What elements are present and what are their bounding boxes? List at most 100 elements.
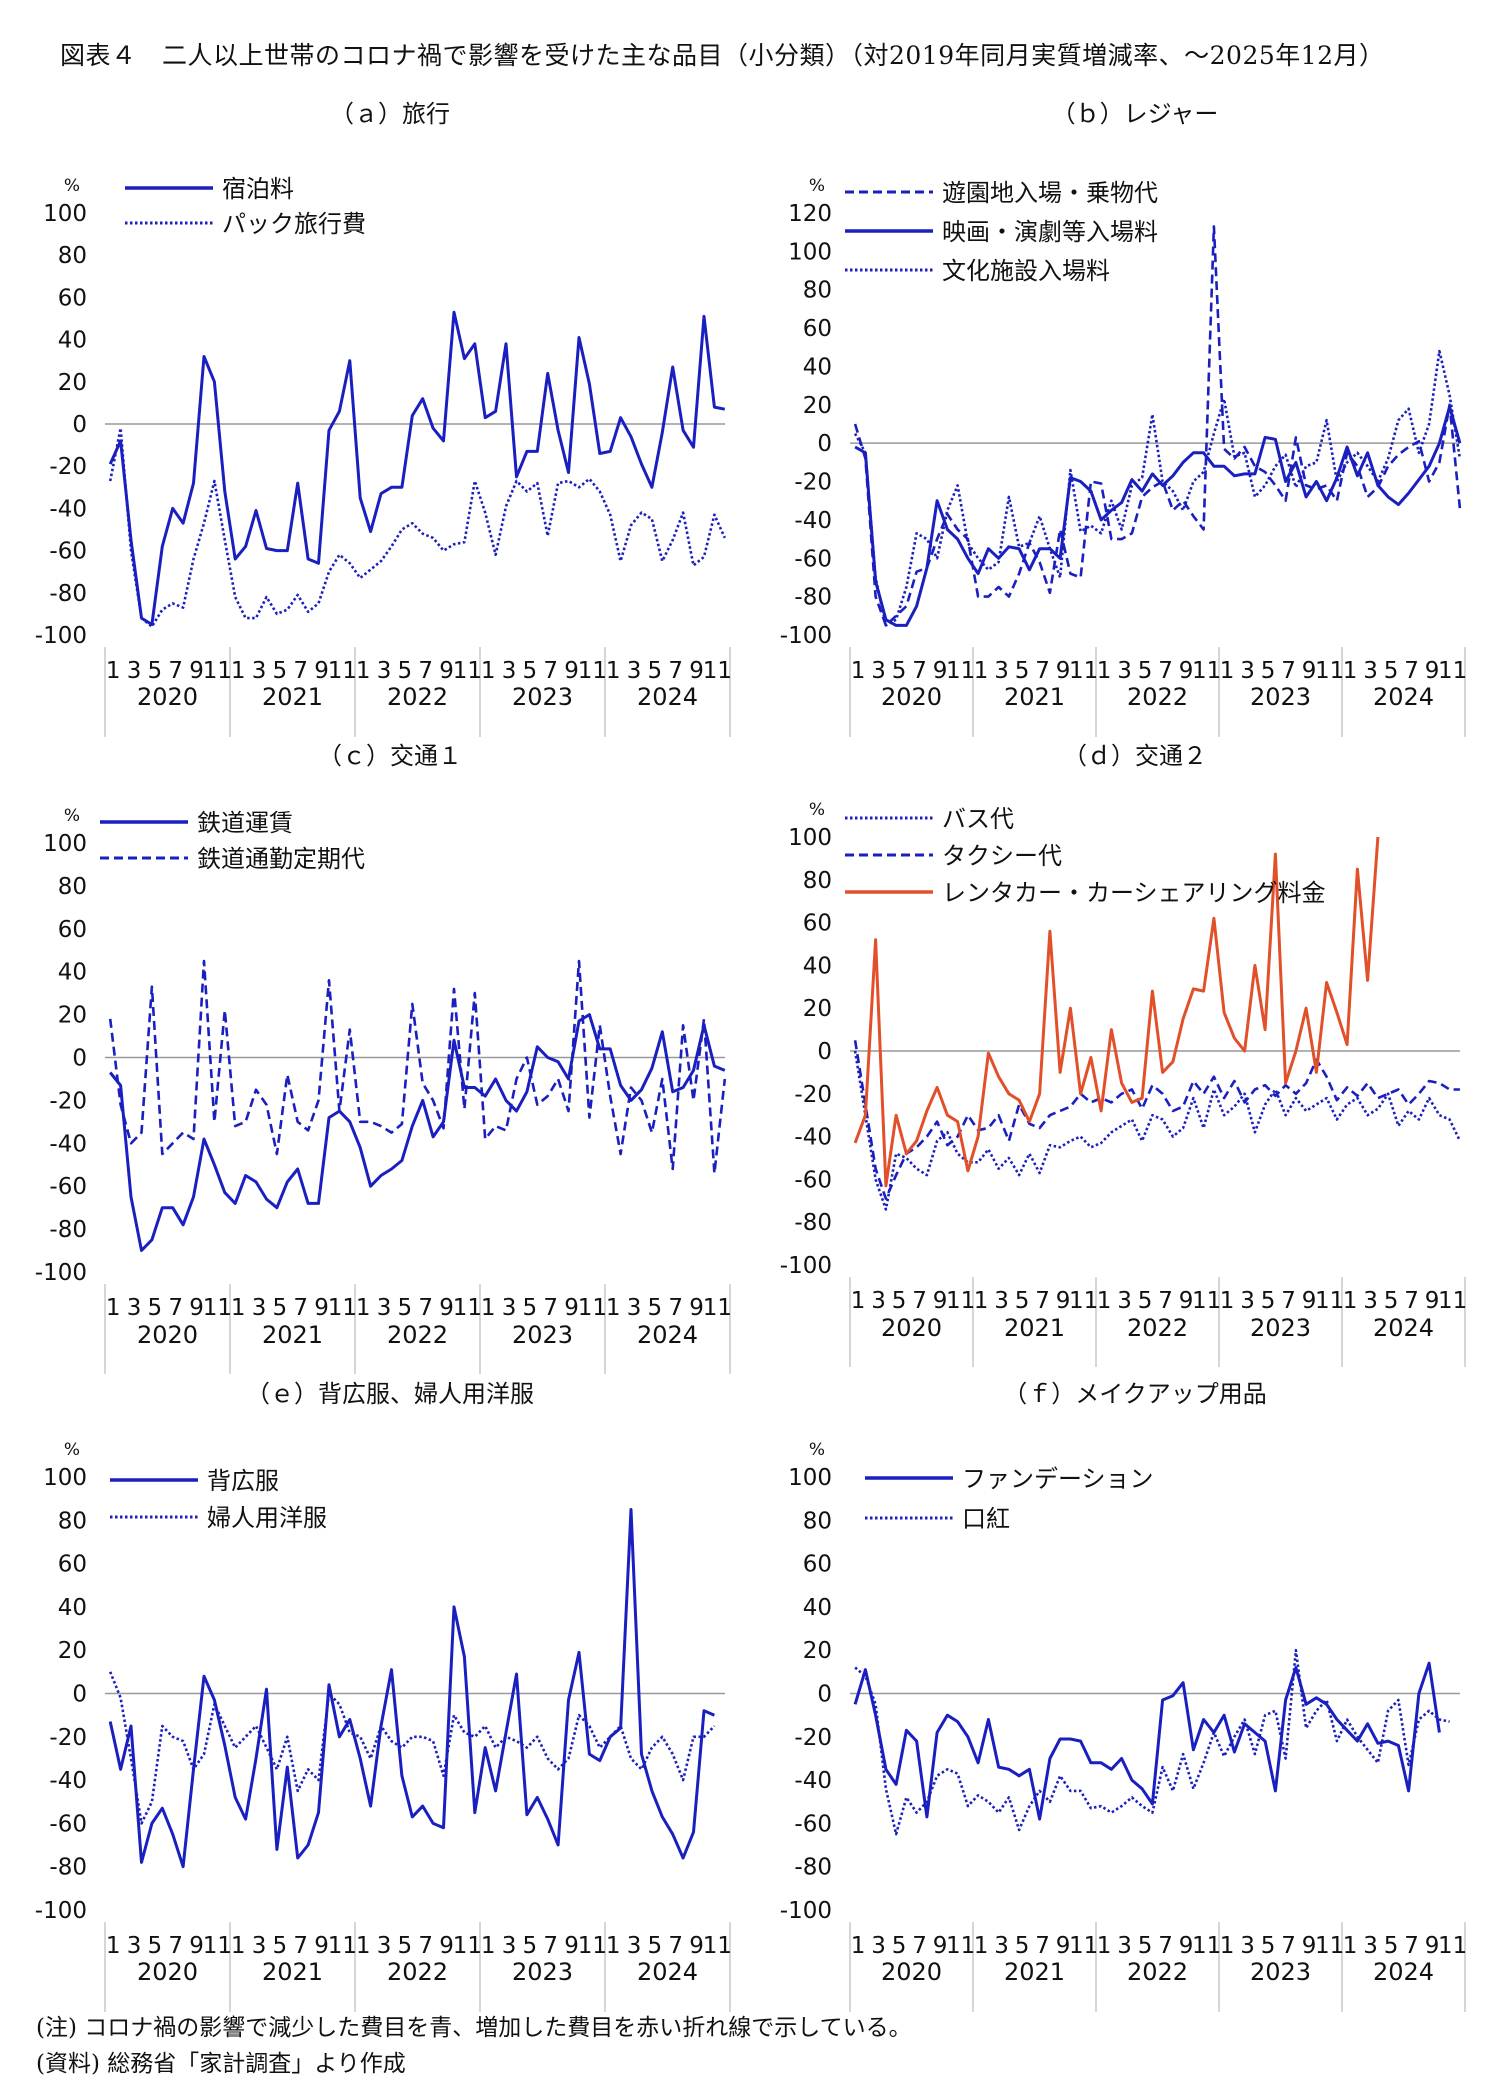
- x-month-label: 3: [377, 1295, 392, 1321]
- x-month-label: 5: [398, 658, 413, 684]
- x-month-label: 3: [994, 658, 1009, 684]
- x-month-label: 3: [994, 1288, 1009, 1314]
- x-month-label: 9: [189, 1933, 204, 1959]
- x-month-label: 5: [398, 1295, 413, 1321]
- x-month-label: 1: [851, 1288, 866, 1314]
- x-month-label: 7: [668, 1295, 683, 1321]
- x-month-label: 11: [328, 1295, 357, 1321]
- y-tick-label: -80: [49, 1217, 87, 1243]
- x-month-label: 9: [1425, 1288, 1440, 1314]
- x-month-label: 11: [203, 1933, 232, 1959]
- x-month-label: 11: [1069, 658, 1098, 684]
- y-tick-label: 100: [43, 1465, 87, 1491]
- panel-title-d: （ｄ）交通２: [1063, 742, 1207, 770]
- series-line-1: [109, 1013, 726, 1252]
- x-month-label: 7: [168, 658, 183, 684]
- x-month-label: 9: [189, 658, 204, 684]
- legend-label: 背広服: [207, 1467, 279, 1495]
- x-month-label: 11: [1069, 1288, 1098, 1314]
- x-month-label: 1: [974, 1288, 989, 1314]
- x-year-label: 2020: [881, 683, 942, 711]
- x-month-label: 11: [578, 658, 607, 684]
- x-month-label: 3: [502, 1295, 517, 1321]
- x-month-label: 9: [933, 1933, 948, 1959]
- x-year-label: 2023: [1250, 1314, 1311, 1342]
- legend-label: 映画・演劇等入場料: [942, 218, 1158, 246]
- x-month-label: 11: [1069, 1933, 1098, 1959]
- x-month-label: 1: [851, 658, 866, 684]
- x-month-label: 7: [1281, 658, 1296, 684]
- x-month-label: 7: [1035, 658, 1050, 684]
- series-line-2: [108, 426, 726, 628]
- y-tick-label: 20: [803, 996, 832, 1022]
- series-line-1: [853, 1661, 1441, 1821]
- x-month-label: 5: [1138, 1933, 1153, 1959]
- x-month-label: 11: [203, 658, 232, 684]
- y-tick-label: -80: [794, 585, 832, 611]
- x-month-label: 11: [1315, 658, 1344, 684]
- y-unit-label: %: [809, 800, 825, 820]
- x-year-label: 2020: [881, 1314, 942, 1342]
- y-tick-label: 40: [58, 1595, 87, 1621]
- x-month-label: 9: [439, 1933, 454, 1959]
- x-month-label: 7: [1035, 1933, 1050, 1959]
- x-month-label: 5: [648, 1933, 663, 1959]
- x-month-label: 1: [106, 658, 121, 684]
- series-line-2: [854, 1648, 1450, 1836]
- y-tick-label: 20: [803, 393, 832, 419]
- x-year-label: 2020: [137, 683, 198, 711]
- x-year-label: 2022: [1127, 1958, 1188, 1986]
- y-tick-label: -20: [49, 454, 87, 480]
- y-tick-label: 0: [72, 1046, 87, 1072]
- x-month-label: 9: [689, 1933, 704, 1959]
- y-tick-label: -100: [35, 1260, 87, 1286]
- x-month-label: 7: [1404, 658, 1419, 684]
- x-month-label: 11: [1438, 1288, 1467, 1314]
- x-year-label: 2022: [387, 1321, 448, 1349]
- x-year-label: 2022: [387, 683, 448, 711]
- x-month-label: 5: [1138, 1288, 1153, 1314]
- x-month-label: 7: [418, 1933, 433, 1959]
- x-month-label: 7: [1281, 1933, 1296, 1959]
- x-month-label: 11: [1438, 658, 1467, 684]
- legend-label: 鉄道通勤定期代: [197, 845, 365, 873]
- y-tick-label: 20: [58, 1638, 87, 1664]
- y-tick-label: 60: [803, 316, 832, 342]
- x-month-label: 9: [689, 658, 704, 684]
- y-tick-label: -100: [35, 623, 87, 649]
- y-tick-label: -20: [49, 1088, 87, 1114]
- y-tick-label: 100: [788, 239, 832, 265]
- x-month-label: 11: [328, 658, 357, 684]
- footnote-note: (注) コロナ禍の影響で減少した費目を青、増加した費目を赤い折れ線で示している。: [36, 2015, 912, 2041]
- y-tick-label: 40: [58, 328, 87, 354]
- x-year-label: 2023: [1250, 683, 1311, 711]
- y-tick-label: 20: [803, 1638, 832, 1664]
- x-month-label: 5: [648, 658, 663, 684]
- x-month-label: 5: [892, 1933, 907, 1959]
- x-month-label: 9: [1056, 1933, 1071, 1959]
- x-month-label: 1: [606, 1933, 621, 1959]
- x-month-label: 9: [314, 1933, 329, 1959]
- y-tick-label: 40: [803, 953, 832, 979]
- panel-title-e: （ｅ）背広服、婦人用洋服: [246, 1380, 534, 1408]
- x-year-label: 2024: [1373, 1958, 1434, 1986]
- y-tick-label: -100: [780, 1898, 832, 1924]
- x-year-label: 2024: [637, 1958, 698, 1986]
- legend-label: パック旅行費: [222, 210, 366, 238]
- series-line-1: [853, 225, 1462, 627]
- x-month-label: 7: [668, 1933, 683, 1959]
- x-month-label: 3: [627, 1295, 642, 1321]
- y-unit-label: %: [64, 176, 80, 196]
- x-month-label: 11: [578, 1295, 607, 1321]
- x-year-label: 2024: [1373, 683, 1434, 711]
- x-month-label: 7: [418, 658, 433, 684]
- x-month-label: 5: [1015, 1933, 1030, 1959]
- x-year-label: 2021: [262, 1958, 323, 1986]
- y-unit-label: %: [64, 1440, 80, 1460]
- x-month-label: 1: [606, 1295, 621, 1321]
- y-tick-label: -60: [794, 1811, 832, 1837]
- x-month-label: 5: [892, 1288, 907, 1314]
- x-month-label: 5: [148, 658, 163, 684]
